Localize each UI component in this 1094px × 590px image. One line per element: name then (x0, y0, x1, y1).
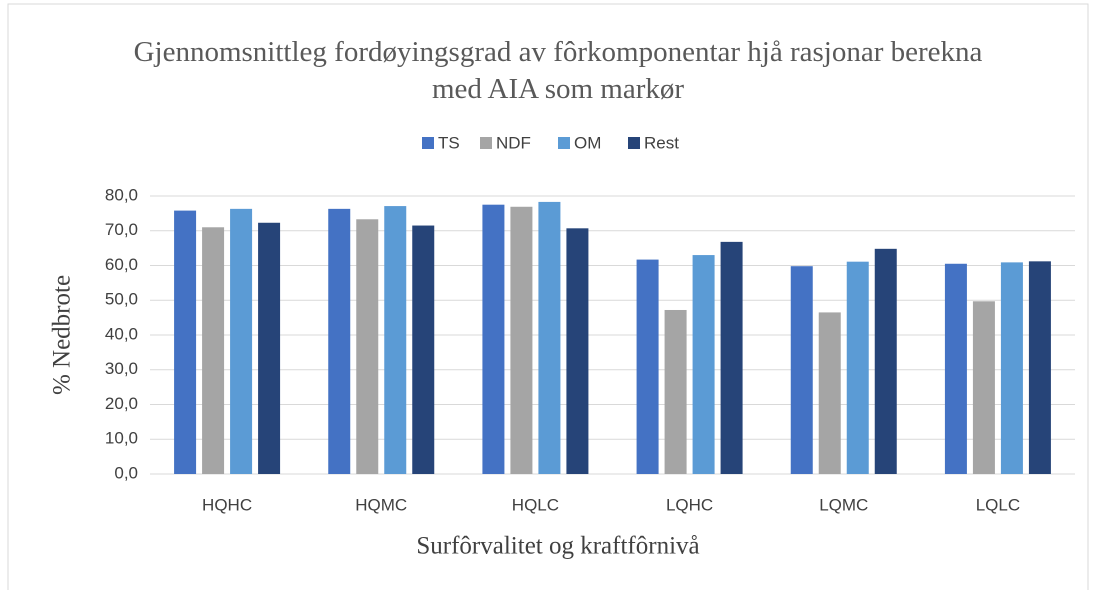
legend-label: Rest (644, 133, 679, 152)
bar (972, 301, 995, 474)
legend-swatch (422, 137, 434, 149)
legend-label: NDF (496, 133, 531, 152)
bar (1028, 261, 1051, 474)
y-tick-label: 60,0 (105, 255, 138, 274)
bar (328, 208, 351, 475)
bar (664, 309, 687, 474)
x-tick-label: HQHC (202, 495, 252, 514)
y-axis-label: % Nedbrote (49, 275, 76, 395)
bar (384, 206, 407, 474)
y-tick-label: 0,0 (114, 463, 138, 482)
bar (482, 204, 505, 474)
bar (944, 263, 967, 474)
bar (720, 241, 743, 474)
x-tick-label: LQLC (976, 495, 1020, 514)
bar (846, 261, 869, 474)
x-axis-label: Surfôrvalitet og kraftfôrnivå (416, 533, 699, 560)
x-tick-label: LQMC (819, 495, 868, 514)
bar (412, 225, 435, 474)
bar (874, 248, 897, 474)
bar (1000, 262, 1023, 474)
bar (202, 227, 225, 474)
bar (566, 228, 589, 474)
y-tick-label: 30,0 (105, 359, 138, 378)
y-tick-label: 20,0 (105, 394, 138, 413)
legend-label: OM (574, 133, 601, 152)
bar (636, 259, 659, 474)
bar (538, 201, 561, 474)
y-tick-label: 40,0 (105, 324, 138, 343)
bar (790, 266, 813, 474)
bar (356, 219, 379, 474)
y-tick-label: 50,0 (105, 290, 138, 309)
legend-label: TS (438, 133, 460, 152)
x-tick-label: HQMC (355, 495, 407, 514)
bar (230, 208, 253, 475)
y-tick-label: 80,0 (105, 185, 138, 204)
bar (692, 255, 715, 474)
x-tick-label: LQHC (666, 495, 713, 514)
bar (258, 222, 281, 474)
chart-border (7, 3, 1089, 590)
x-tick-label: HQLC (512, 495, 559, 514)
legend-swatch (558, 137, 570, 149)
legend-swatch (628, 137, 640, 149)
bar (510, 206, 533, 474)
chart-title: Gjennomsnittleg fordøyingsgrad av fôrkom… (133, 36, 983, 105)
bar (174, 210, 197, 474)
y-tick-label: 10,0 (105, 429, 138, 448)
y-tick-label: 70,0 (105, 220, 138, 239)
bar (818, 312, 841, 474)
legend-swatch (480, 137, 492, 149)
